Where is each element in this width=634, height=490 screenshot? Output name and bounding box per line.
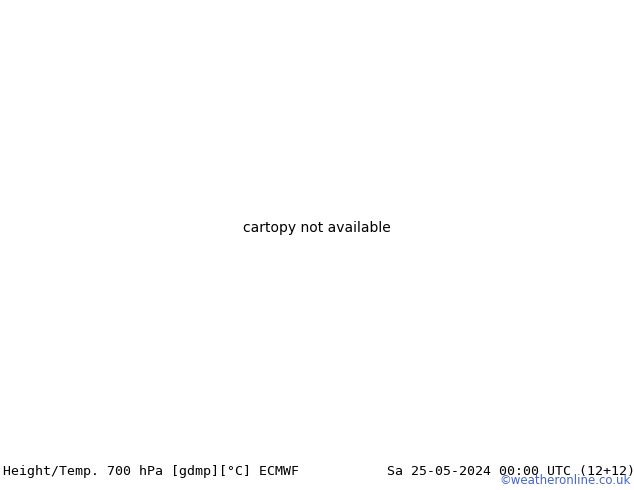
- Text: ©weatheronline.co.uk: ©weatheronline.co.uk: [500, 474, 631, 488]
- Text: Sa 25-05-2024 00:00 UTC (12+12): Sa 25-05-2024 00:00 UTC (12+12): [387, 465, 634, 478]
- Text: Height/Temp. 700 hPa [gdmp][°C] ECMWF: Height/Temp. 700 hPa [gdmp][°C] ECMWF: [3, 465, 299, 478]
- Text: cartopy not available: cartopy not available: [243, 221, 391, 235]
